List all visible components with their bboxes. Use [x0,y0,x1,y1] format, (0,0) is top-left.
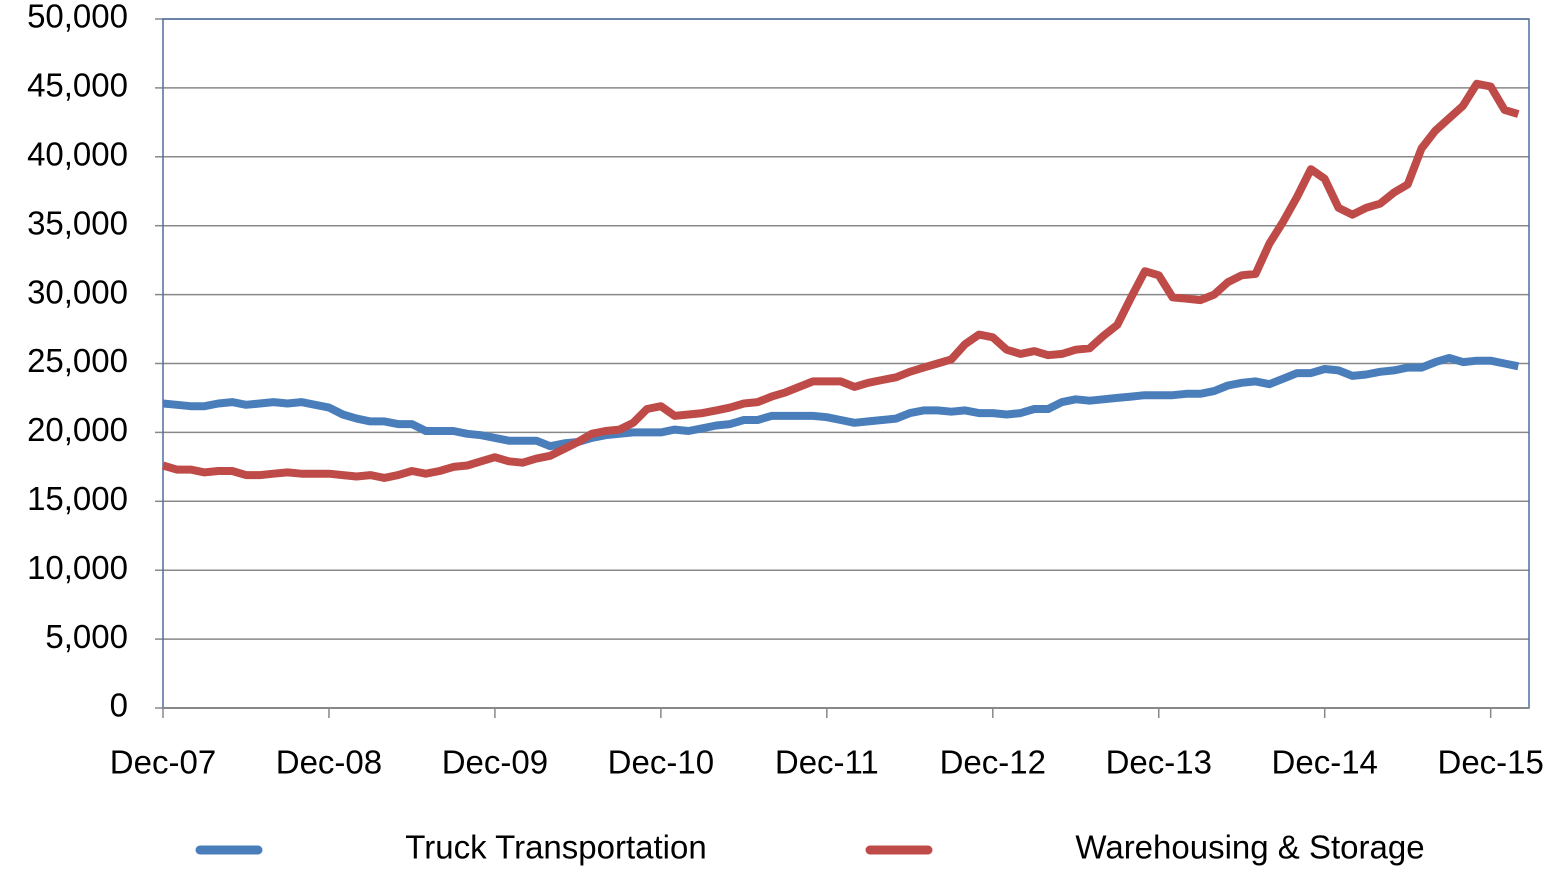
y-tick-label: 10,000 [27,549,128,586]
x-tick-label: Dec-08 [276,744,382,781]
y-tick-label: 15,000 [27,480,128,517]
y-tick-label: 35,000 [27,204,128,241]
y-tick-label: 25,000 [27,342,128,379]
y-tick-label: 30,000 [27,273,128,310]
x-tick-label: Dec-13 [1106,744,1212,781]
series-line [162,354,1520,451]
y-tick-label: 5,000 [45,618,128,655]
y-tick-label: 40,000 [27,136,128,173]
series-line [161,79,1520,482]
x-tick-label: Dec-15 [1437,744,1543,781]
legend-label: Truck Transportation [405,829,706,866]
y-tick-label: 50,000 [27,0,128,35]
y-tick-label: 20,000 [27,411,128,448]
x-tick-label: Dec-12 [940,744,1046,781]
x-tick-label: Dec-10 [608,744,714,781]
x-tick-label: Dec-09 [442,744,548,781]
legend-label: Warehousing & Storage [1075,829,1424,866]
y-tick-label: 0 [110,687,128,724]
x-tick-label: Dec-11 [775,744,879,781]
y-tick-label: 45,000 [27,67,128,104]
x-tick-label: Dec-14 [1272,744,1378,781]
x-tick-label: Dec-07 [110,744,216,781]
